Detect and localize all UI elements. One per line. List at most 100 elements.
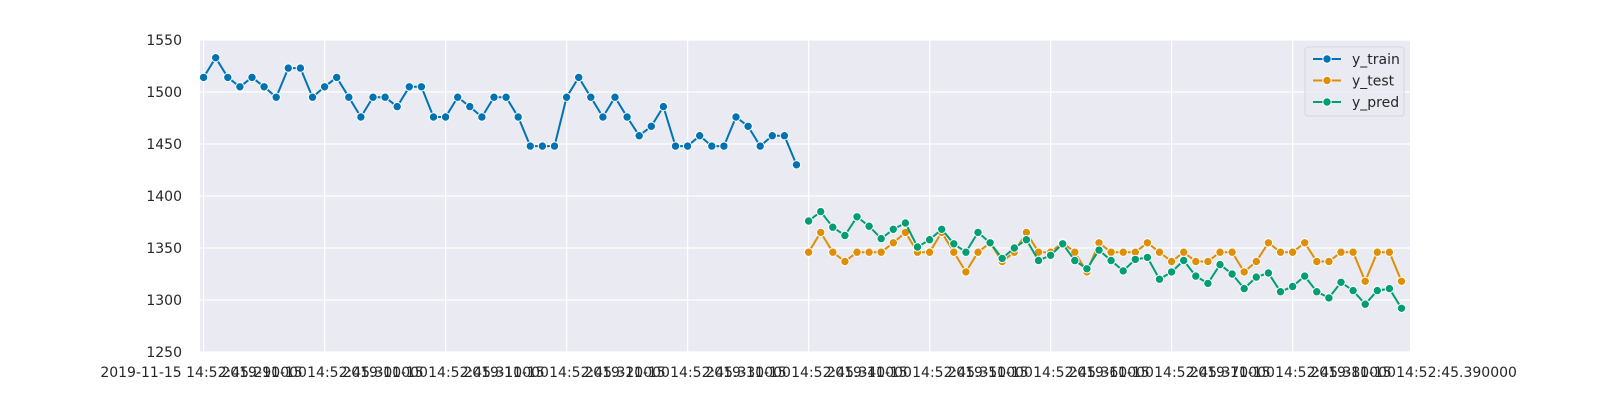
legend-entry: y_pred — [1313, 95, 1399, 111]
data-point — [513, 112, 523, 122]
data-point — [1009, 243, 1019, 253]
data-point — [344, 92, 354, 102]
data-point — [259, 82, 269, 92]
data-point — [719, 141, 729, 151]
data-point — [1082, 264, 1092, 274]
data-point — [1348, 247, 1358, 257]
data-point — [1118, 247, 1128, 257]
data-point — [743, 121, 753, 132]
data-point — [864, 221, 874, 231]
data-point — [876, 233, 886, 244]
data-point — [803, 216, 814, 226]
data-point — [924, 247, 935, 257]
grid-lines — [200, 39, 1415, 353]
x-tick-label: 2019-11-15 14:52:45.320000 — [463, 365, 670, 381]
data-point — [949, 239, 959, 249]
data-point — [791, 160, 802, 170]
data-point — [634, 131, 644, 141]
y-tick-label: 1350 — [146, 241, 182, 257]
data-point — [211, 53, 221, 63]
legend-marker — [1322, 97, 1332, 107]
data-point — [1312, 287, 1322, 297]
data-point — [1179, 247, 1189, 257]
data-point — [356, 112, 366, 122]
data-point — [1191, 256, 1201, 267]
data-point — [586, 92, 596, 102]
data-point — [1179, 255, 1189, 266]
y-tick-label: 1250 — [146, 345, 182, 361]
series-y-pred — [803, 206, 1407, 313]
data-point — [828, 222, 838, 232]
data-point — [525, 141, 535, 151]
data-point — [828, 247, 838, 257]
y-tick-label: 1550 — [146, 33, 182, 49]
data-point — [574, 72, 584, 83]
data-point — [670, 141, 681, 151]
data-point — [1106, 247, 1116, 257]
data-point — [1384, 247, 1395, 257]
data-point — [864, 247, 874, 257]
data-point — [1251, 256, 1262, 267]
data-point — [1227, 247, 1237, 257]
data-point — [852, 247, 862, 257]
data-point — [1142, 238, 1153, 248]
data-point — [1263, 268, 1274, 278]
data-point — [924, 235, 935, 245]
data-point — [888, 238, 898, 248]
data-point — [1239, 283, 1249, 294]
data-point — [961, 247, 971, 257]
data-point — [646, 121, 656, 132]
data-point — [561, 92, 572, 102]
legend-marker — [1322, 75, 1332, 86]
data-point — [1275, 287, 1286, 297]
data-point — [271, 92, 281, 102]
x-tick-label: 2019-11-15 14:52:45.390000 — [1310, 365, 1517, 381]
data-point — [1033, 255, 1044, 266]
data-point — [755, 141, 765, 151]
data-point — [1118, 266, 1128, 276]
data-point — [1191, 271, 1201, 281]
data-point — [707, 141, 717, 151]
legend-entry: y_train — [1313, 52, 1400, 68]
data-point — [380, 92, 390, 102]
data-point — [1360, 299, 1370, 309]
data-point — [852, 212, 862, 222]
x-tick-label: 2019-11-15 14:52:45.380000 — [1189, 365, 1396, 381]
data-point — [731, 112, 741, 122]
data-point — [1372, 247, 1383, 257]
series-group — [198, 53, 1407, 313]
data-point — [876, 247, 886, 257]
x-tick-label: 2019-11-15 14:52:45.310000 — [342, 365, 549, 381]
data-point — [1384, 283, 1395, 294]
data-point — [840, 230, 850, 241]
x-tick-label: 2019-11-15 14:52:45.330000 — [584, 365, 791, 381]
data-point — [223, 72, 233, 83]
data-point — [404, 82, 414, 92]
data-point — [368, 92, 378, 102]
data-point — [1287, 247, 1298, 257]
data-point — [1312, 256, 1322, 267]
legend-label: y_pred — [1352, 95, 1399, 111]
data-point — [1094, 245, 1104, 255]
data-point — [307, 92, 318, 102]
data-point — [949, 247, 959, 257]
data-point — [682, 141, 693, 151]
data-point — [1130, 254, 1141, 265]
data-point — [985, 238, 995, 248]
data-point — [1215, 247, 1225, 257]
data-point — [1166, 256, 1177, 267]
data-point — [198, 72, 209, 83]
data-point — [1360, 276, 1370, 286]
data-point — [1227, 269, 1237, 279]
data-point — [1203, 256, 1213, 267]
legend-marker — [1322, 54, 1332, 64]
x-tick-label: 2019-11-15 14:52:45.290000 — [100, 365, 307, 381]
data-point — [1021, 235, 1032, 245]
data-point — [247, 72, 257, 83]
data-point — [900, 218, 911, 228]
legend-label: y_test — [1352, 74, 1395, 90]
data-point — [1287, 281, 1298, 292]
data-point — [1396, 276, 1407, 286]
x-axis: 2019-11-15 14:52:45.290000 2019-11-15 14:… — [100, 365, 1517, 381]
data-point — [319, 82, 330, 92]
